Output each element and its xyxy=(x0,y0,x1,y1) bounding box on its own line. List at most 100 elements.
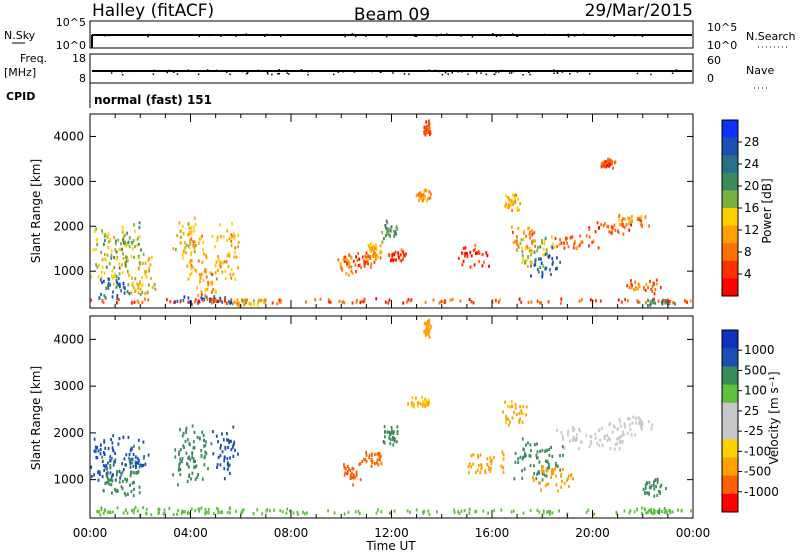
velocity-cell xyxy=(656,510,659,514)
velocity-cell xyxy=(514,402,517,407)
velocity-cell xyxy=(489,459,492,463)
velocity-cell xyxy=(619,420,622,424)
power-cell xyxy=(225,301,228,305)
nsky-dot xyxy=(266,33,268,36)
power-cell xyxy=(530,249,533,253)
velocity-cell xyxy=(138,485,141,489)
power-cell xyxy=(104,238,106,243)
power-cell xyxy=(216,238,219,242)
nave-dot xyxy=(197,73,200,75)
power-cell xyxy=(628,286,631,290)
velocity-cell xyxy=(114,460,116,464)
power-cell xyxy=(138,235,141,239)
velocity-cell xyxy=(514,460,517,464)
power-cell xyxy=(101,229,103,233)
power-cell xyxy=(190,263,193,267)
velocity-cell xyxy=(578,429,581,433)
power-cell xyxy=(194,244,197,248)
nave-dot xyxy=(241,70,243,73)
power-cell xyxy=(401,249,404,254)
power-cell xyxy=(192,240,194,244)
power-cell xyxy=(221,261,223,265)
power-cell xyxy=(207,280,209,285)
velocity-cell xyxy=(412,402,415,406)
velocity-cell xyxy=(538,460,541,464)
power-cell xyxy=(221,300,224,304)
velocity-cell xyxy=(131,461,134,465)
power-cell xyxy=(107,283,109,288)
velocity-cell xyxy=(549,511,552,515)
velocity-cell xyxy=(109,510,112,514)
power-cell xyxy=(196,286,198,290)
power-cell xyxy=(345,257,347,261)
power-cell xyxy=(633,287,635,292)
power-cell xyxy=(599,299,602,303)
velocity-cell xyxy=(618,436,620,440)
power-cell xyxy=(236,301,238,305)
velocity-cell xyxy=(108,482,111,486)
power-cell xyxy=(236,298,239,302)
velocity-cell xyxy=(393,509,396,513)
power-cell xyxy=(666,302,669,306)
velocity-cell xyxy=(589,440,592,444)
power-cell xyxy=(644,216,647,220)
velocity-cell xyxy=(121,479,124,483)
power-cell xyxy=(176,299,179,303)
power-cell xyxy=(127,283,130,287)
velocity-cell xyxy=(219,510,222,515)
nave-dot xyxy=(457,71,460,73)
velocity-cell xyxy=(108,478,110,482)
power-cell xyxy=(346,263,348,267)
power-cell xyxy=(631,215,633,219)
power-cell xyxy=(424,300,427,304)
power-cell xyxy=(381,240,384,244)
velocity-cell xyxy=(653,511,656,515)
power-cell xyxy=(531,229,533,233)
velocity-cell xyxy=(649,508,652,512)
colorbar-tick-label: -25 xyxy=(744,424,764,438)
velocity-cell xyxy=(417,400,419,404)
velocity-cell xyxy=(521,476,524,480)
nsky-dot xyxy=(215,34,218,37)
power-cell xyxy=(199,276,202,280)
velocity-cell xyxy=(131,457,134,461)
velocity-cell xyxy=(415,396,417,400)
velocity-cell xyxy=(612,424,615,428)
velocity-cell xyxy=(227,461,229,465)
power-cell xyxy=(113,236,115,240)
power-cell xyxy=(462,246,465,250)
power-cell xyxy=(464,246,467,250)
power-cell xyxy=(631,283,633,287)
power-cell xyxy=(107,245,109,250)
velocity-cell xyxy=(614,442,617,446)
velocity-cell xyxy=(490,461,493,466)
velocity-cell xyxy=(514,451,517,456)
power-cell xyxy=(647,298,649,302)
velocity-cell xyxy=(201,430,204,434)
nave-dot xyxy=(447,73,449,75)
nave-dot xyxy=(173,71,175,73)
velocity-cell xyxy=(204,512,206,516)
velocity-cell xyxy=(542,469,545,473)
power-cell xyxy=(214,264,217,268)
power-cell xyxy=(237,302,240,306)
velocity-cell xyxy=(394,437,396,441)
nave-dot xyxy=(133,70,135,73)
power-cell xyxy=(379,256,382,260)
velocity-cell xyxy=(219,463,222,467)
power-cell xyxy=(109,283,111,287)
velocity-cell xyxy=(378,452,381,456)
power-cell xyxy=(217,258,220,262)
power-cell xyxy=(116,294,119,298)
velocity-cell xyxy=(532,475,534,479)
power-cell xyxy=(421,193,423,197)
nave-dot xyxy=(444,71,447,74)
power-cell xyxy=(628,228,631,232)
power-cell xyxy=(424,128,427,132)
velocity-cell xyxy=(541,478,544,482)
power-cell xyxy=(533,230,536,235)
y-tick-label: 2000 xyxy=(53,426,84,440)
power-cell xyxy=(588,235,591,239)
nave-dot xyxy=(553,72,555,75)
nave-dot xyxy=(371,70,373,73)
